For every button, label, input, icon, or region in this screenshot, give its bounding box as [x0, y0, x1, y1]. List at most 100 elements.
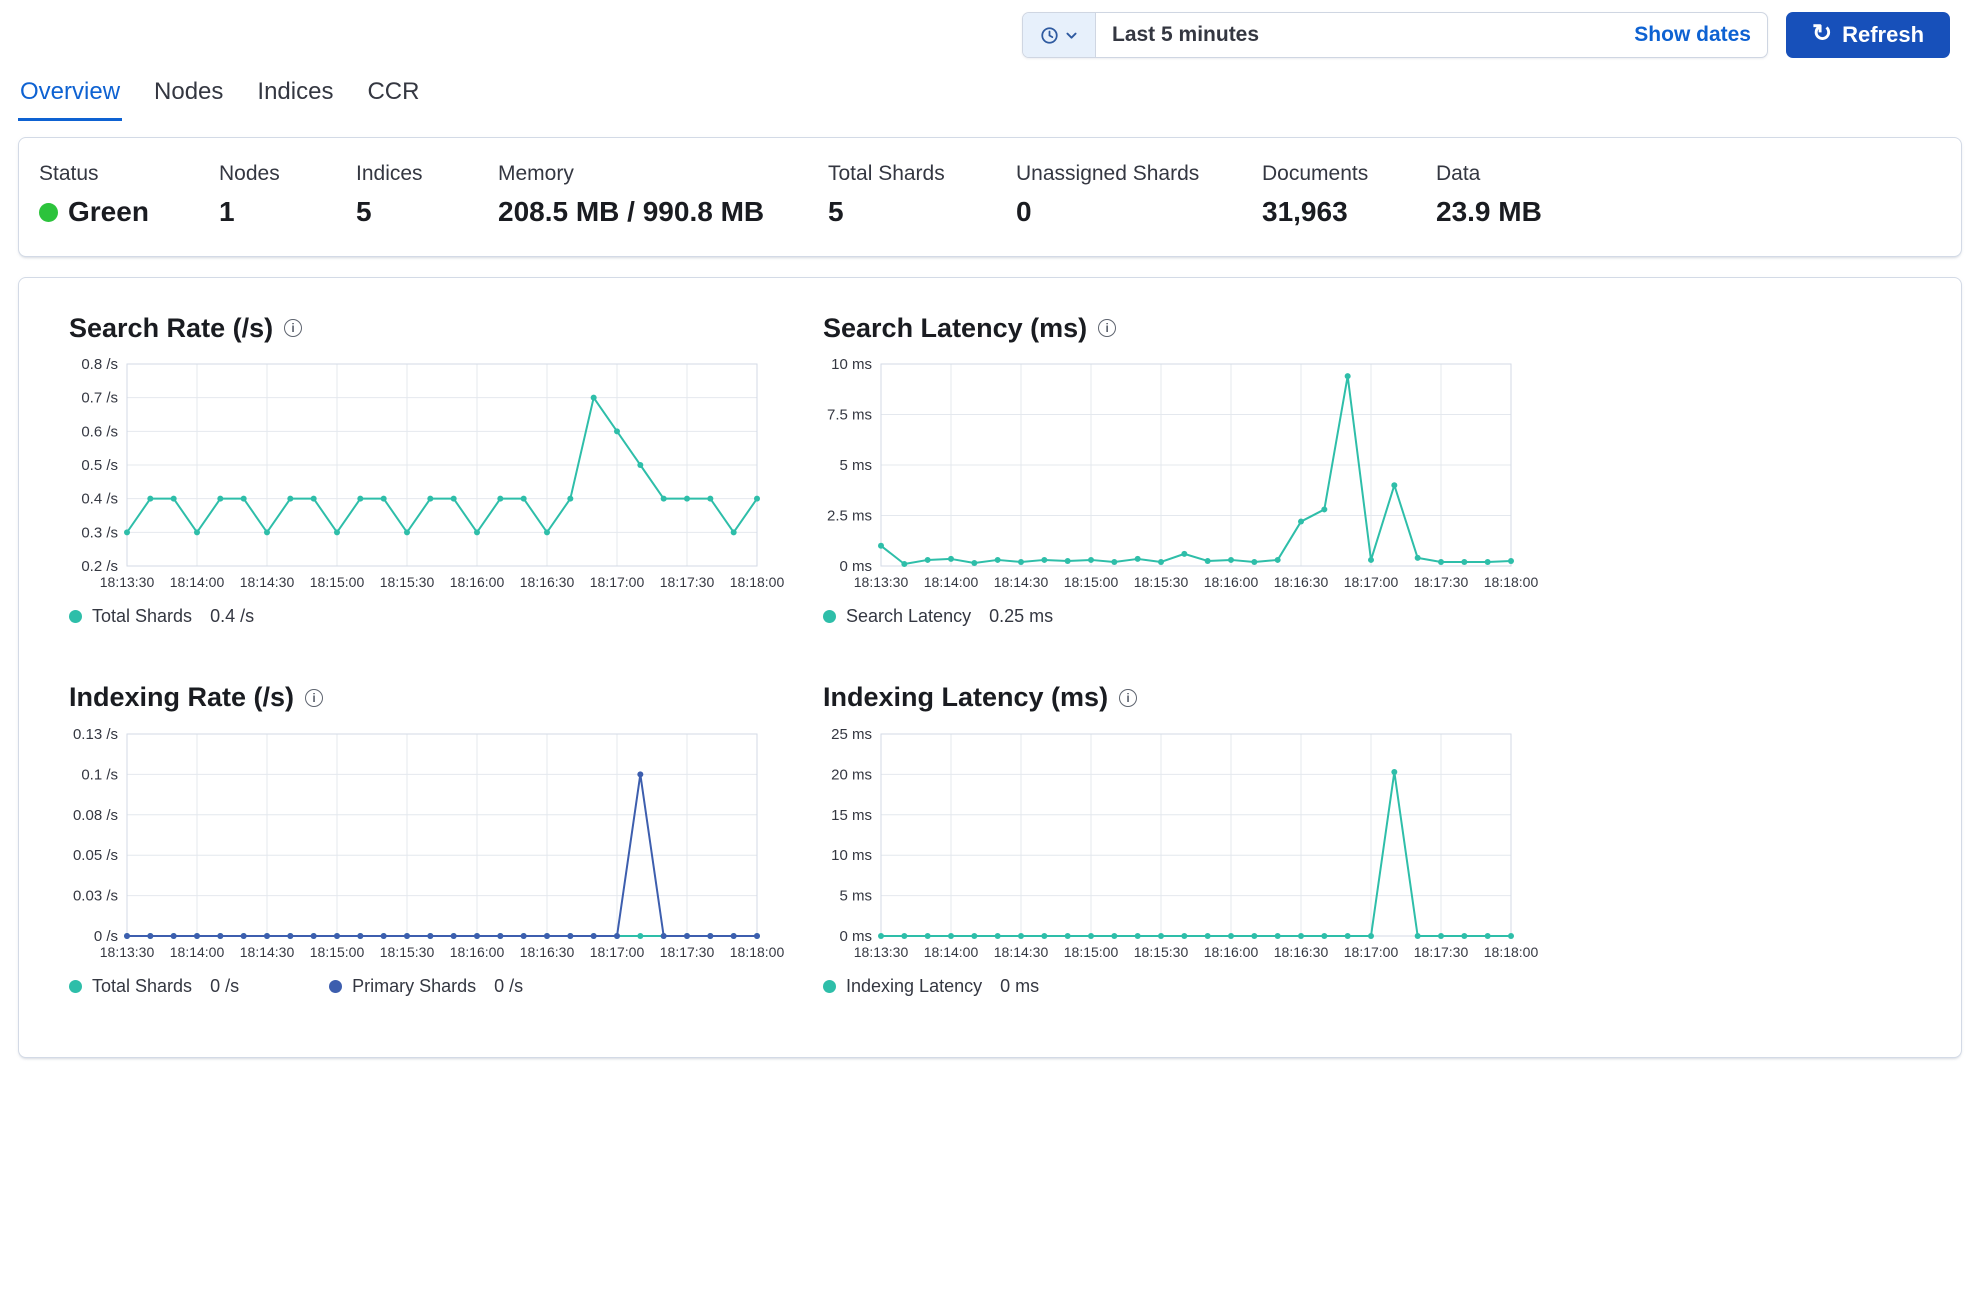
svg-text:18:17:00: 18:17:00 [590, 944, 645, 960]
legend-name: Total Shards [92, 975, 193, 996]
legend-value: 0 /s [210, 975, 240, 996]
summary-unassigned-shards: Unassigned Shards 0 [1016, 162, 1262, 228]
legend-item: Total Shards 0.4 /s [69, 606, 254, 627]
chart-legend: Total Shards 0.4 /s [69, 606, 775, 627]
time-range-value[interactable]: Last 5 minutes [1112, 23, 1260, 46]
tab-indices[interactable]: Indices [257, 78, 334, 105]
svg-text:18:17:30: 18:17:30 [1414, 944, 1469, 960]
svg-text:18:13:30: 18:13:30 [854, 574, 909, 590]
svg-text:18:16:00: 18:16:00 [450, 944, 505, 960]
quick-select-button[interactable] [1023, 13, 1096, 57]
summary-label: Memory [498, 162, 574, 185]
metrics-panel: Search Rate (/s) i 0.2 /s 0.3 /s 0.4 /s 0.5… [18, 277, 1962, 1058]
info-icon[interactable]: i [1119, 688, 1138, 707]
summary-status: Status Green [39, 162, 219, 228]
svg-text:18:18:00: 18:18:00 [730, 944, 785, 960]
chart-title: Search Latency (ms) [823, 313, 1088, 343]
svg-text:0.1 /s: 0.1 /s [81, 766, 118, 783]
svg-text:15 ms: 15 ms [831, 807, 872, 824]
svg-text:0.3 /s: 0.3 /s [81, 525, 118, 542]
svg-text:7.5 ms: 7.5 ms [827, 407, 872, 424]
svg-text:18:15:30: 18:15:30 [1134, 574, 1189, 590]
chart-canvas-indexing-rate[interactable]: 0 /s 0.03 /s 0.05 /s 0.08 /s 0.1 /s 0.13 /s 18… [55, 726, 784, 968]
svg-text:18:15:00: 18:15:00 [310, 574, 365, 590]
svg-text:18:14:30: 18:14:30 [240, 944, 295, 960]
legend-value: 0 ms [1000, 975, 1040, 996]
summary-label: Unassigned Shards [1016, 162, 1200, 185]
summary-nodes: Nodes 1 [219, 162, 356, 228]
chart-title: Indexing Rate (/s) [69, 682, 295, 713]
legend-dot-icon [69, 979, 82, 993]
svg-text:18:17:30: 18:17:30 [660, 574, 715, 590]
svg-text:18:18:00: 18:18:00 [1484, 944, 1539, 960]
summary-label: Total Shards [828, 162, 945, 185]
svg-text:0.7 /s: 0.7 /s [81, 390, 118, 407]
chart-legend: Total Shards 0 /s Primary Shards 0 /s [69, 976, 775, 997]
svg-text:18:15:30: 18:15:30 [380, 574, 435, 590]
summary-total-shards: Total Shards 5 [828, 162, 1016, 228]
svg-text:0.13 /s: 0.13 /s [73, 726, 118, 743]
svg-text:20 ms: 20 ms [831, 766, 872, 783]
summary-label: Nodes [219, 162, 280, 185]
svg-text:25 ms: 25 ms [831, 726, 872, 743]
svg-text:18:17:30: 18:17:30 [1414, 574, 1469, 590]
chart-legend: Indexing Latency 0 ms [823, 976, 1529, 997]
summary-data: Data 23.9 MB [1436, 162, 1552, 228]
svg-text:18:17:00: 18:17:00 [590, 574, 645, 590]
summary-value: 31,963 [1262, 196, 1348, 227]
refresh-icon: ↻ [1811, 20, 1833, 47]
svg-text:18:14:30: 18:14:30 [240, 574, 295, 590]
cluster-summary-card: Status Green Nodes 1 Indices 5 Memory 20… [18, 137, 1962, 257]
svg-text:0.03 /s: 0.03 /s [73, 887, 118, 904]
svg-text:18:16:30: 18:16:30 [520, 574, 575, 590]
svg-text:18:14:00: 18:14:00 [924, 944, 979, 960]
summary-value: 23.9 MB [1436, 196, 1542, 227]
info-icon[interactable]: i [305, 688, 324, 707]
svg-text:18:17:00: 18:17:00 [1344, 574, 1399, 590]
svg-text:18:15:30: 18:15:30 [380, 944, 435, 960]
refresh-button-label: Refresh [1842, 22, 1925, 47]
legend-dot-icon [823, 979, 836, 993]
svg-text:18:15:00: 18:15:00 [1064, 944, 1119, 960]
svg-text:18:14:30: 18:14:30 [994, 944, 1049, 960]
legend-item: Primary Shards 0 /s [329, 976, 523, 997]
svg-text:0.5 /s: 0.5 /s [81, 457, 118, 474]
svg-text:18:14:00: 18:14:00 [924, 574, 979, 590]
legend-dot-icon [69, 610, 82, 624]
show-dates-link[interactable]: Show dates [1634, 23, 1751, 46]
svg-text:10 ms: 10 ms [831, 356, 872, 373]
legend-value: 0.25 ms [989, 606, 1054, 627]
tab-ccr[interactable]: CCR [367, 78, 420, 105]
refresh-button[interactable]: ↻ Refresh [1786, 12, 1950, 58]
chart-canvas-search-rate[interactable]: 0.2 /s 0.3 /s 0.4 /s 0.5 /s 0.6 /s 0.7 /s 0.8 … [55, 356, 784, 598]
legend-item: Total Shards 0 /s [69, 976, 239, 997]
summary-documents: Documents 31,963 [1262, 162, 1436, 228]
info-icon[interactable]: i [284, 319, 303, 338]
svg-text:0.4 /s: 0.4 /s [81, 491, 118, 508]
legend-name: Indexing Latency [846, 975, 983, 996]
svg-text:18:16:30: 18:16:30 [1274, 574, 1329, 590]
toolbar: Last 5 minutes Show dates ↻ Refresh [0, 0, 1980, 58]
svg-text:18:14:00: 18:14:00 [170, 944, 225, 960]
chart-canvas-indexing-latency[interactable]: 0 ms 5 ms 10 ms 15 ms 20 ms 25 ms 18:13:30 18:1… [809, 726, 1538, 968]
chart-title: Search Rate (/s) [69, 313, 274, 343]
svg-text:5 ms: 5 ms [839, 887, 872, 904]
time-range-picker[interactable]: Last 5 minutes Show dates [1022, 12, 1768, 58]
chart-search-latency: Search Latency (ms) i 0 ms 2.5 ms 5 ms 7.5 … [809, 312, 1538, 627]
svg-text:18:16:00: 18:16:00 [1204, 574, 1259, 590]
svg-text:18:18:00: 18:18:00 [1484, 574, 1539, 590]
svg-text:18:14:30: 18:14:30 [994, 574, 1049, 590]
tab-overview[interactable]: Overview [18, 72, 123, 121]
svg-text:0 ms: 0 ms [839, 558, 872, 575]
chart-canvas-search-latency[interactable]: 0 ms 2.5 ms 5 ms 7.5 ms 10 ms 18:13:30 18:14:0… [809, 356, 1538, 598]
svg-text:2.5 ms: 2.5 ms [827, 508, 872, 525]
tab-nodes[interactable]: Nodes [154, 78, 224, 105]
svg-text:18:16:30: 18:16:30 [1274, 944, 1329, 960]
svg-text:18:16:00: 18:16:00 [1204, 944, 1259, 960]
svg-text:18:18:00: 18:18:00 [730, 574, 785, 590]
legend-item: Indexing Latency 0 ms [823, 976, 1039, 997]
legend-item: Search Latency 0.25 ms [823, 606, 1053, 627]
summary-label: Data [1436, 162, 1481, 185]
legend-name: Total Shards [92, 606, 193, 627]
info-icon[interactable]: i [1098, 319, 1117, 338]
